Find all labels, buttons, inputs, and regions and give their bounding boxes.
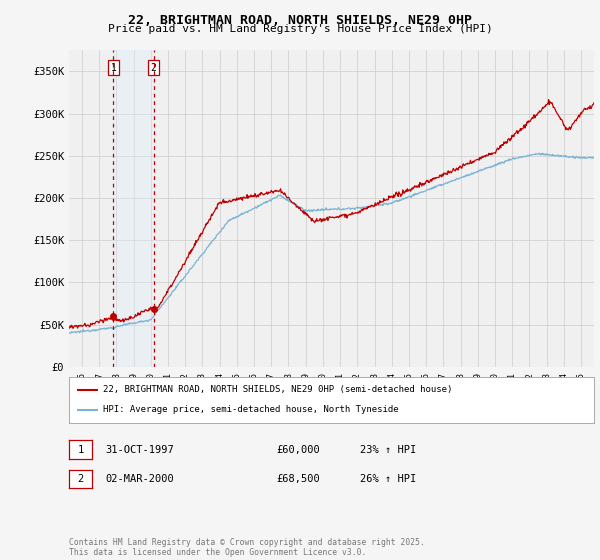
Text: 02-MAR-2000: 02-MAR-2000: [105, 474, 174, 484]
Text: 31-OCT-1997: 31-OCT-1997: [105, 445, 174, 455]
Text: 23% ↑ HPI: 23% ↑ HPI: [360, 445, 416, 455]
Bar: [113, 50, 154, 367]
Text: 1: 1: [77, 445, 83, 455]
Text: 1: 1: [110, 63, 116, 73]
Text: Price paid vs. HM Land Registry's House Price Index (HPI): Price paid vs. HM Land Registry's House …: [107, 24, 493, 34]
Text: £60,000: £60,000: [276, 445, 320, 455]
Text: £68,500: £68,500: [276, 474, 320, 484]
Text: 2: 2: [151, 63, 157, 73]
Text: 22, BRIGHTMAN ROAD, NORTH SHIELDS, NE29 0HP: 22, BRIGHTMAN ROAD, NORTH SHIELDS, NE29 …: [128, 14, 472, 27]
Text: Contains HM Land Registry data © Crown copyright and database right 2025.
This d: Contains HM Land Registry data © Crown c…: [69, 538, 425, 557]
Text: HPI: Average price, semi-detached house, North Tyneside: HPI: Average price, semi-detached house,…: [103, 405, 399, 414]
Text: 2: 2: [77, 474, 83, 484]
Text: 22, BRIGHTMAN ROAD, NORTH SHIELDS, NE29 0HP (semi-detached house): 22, BRIGHTMAN ROAD, NORTH SHIELDS, NE29 …: [103, 385, 452, 394]
Text: 26% ↑ HPI: 26% ↑ HPI: [360, 474, 416, 484]
